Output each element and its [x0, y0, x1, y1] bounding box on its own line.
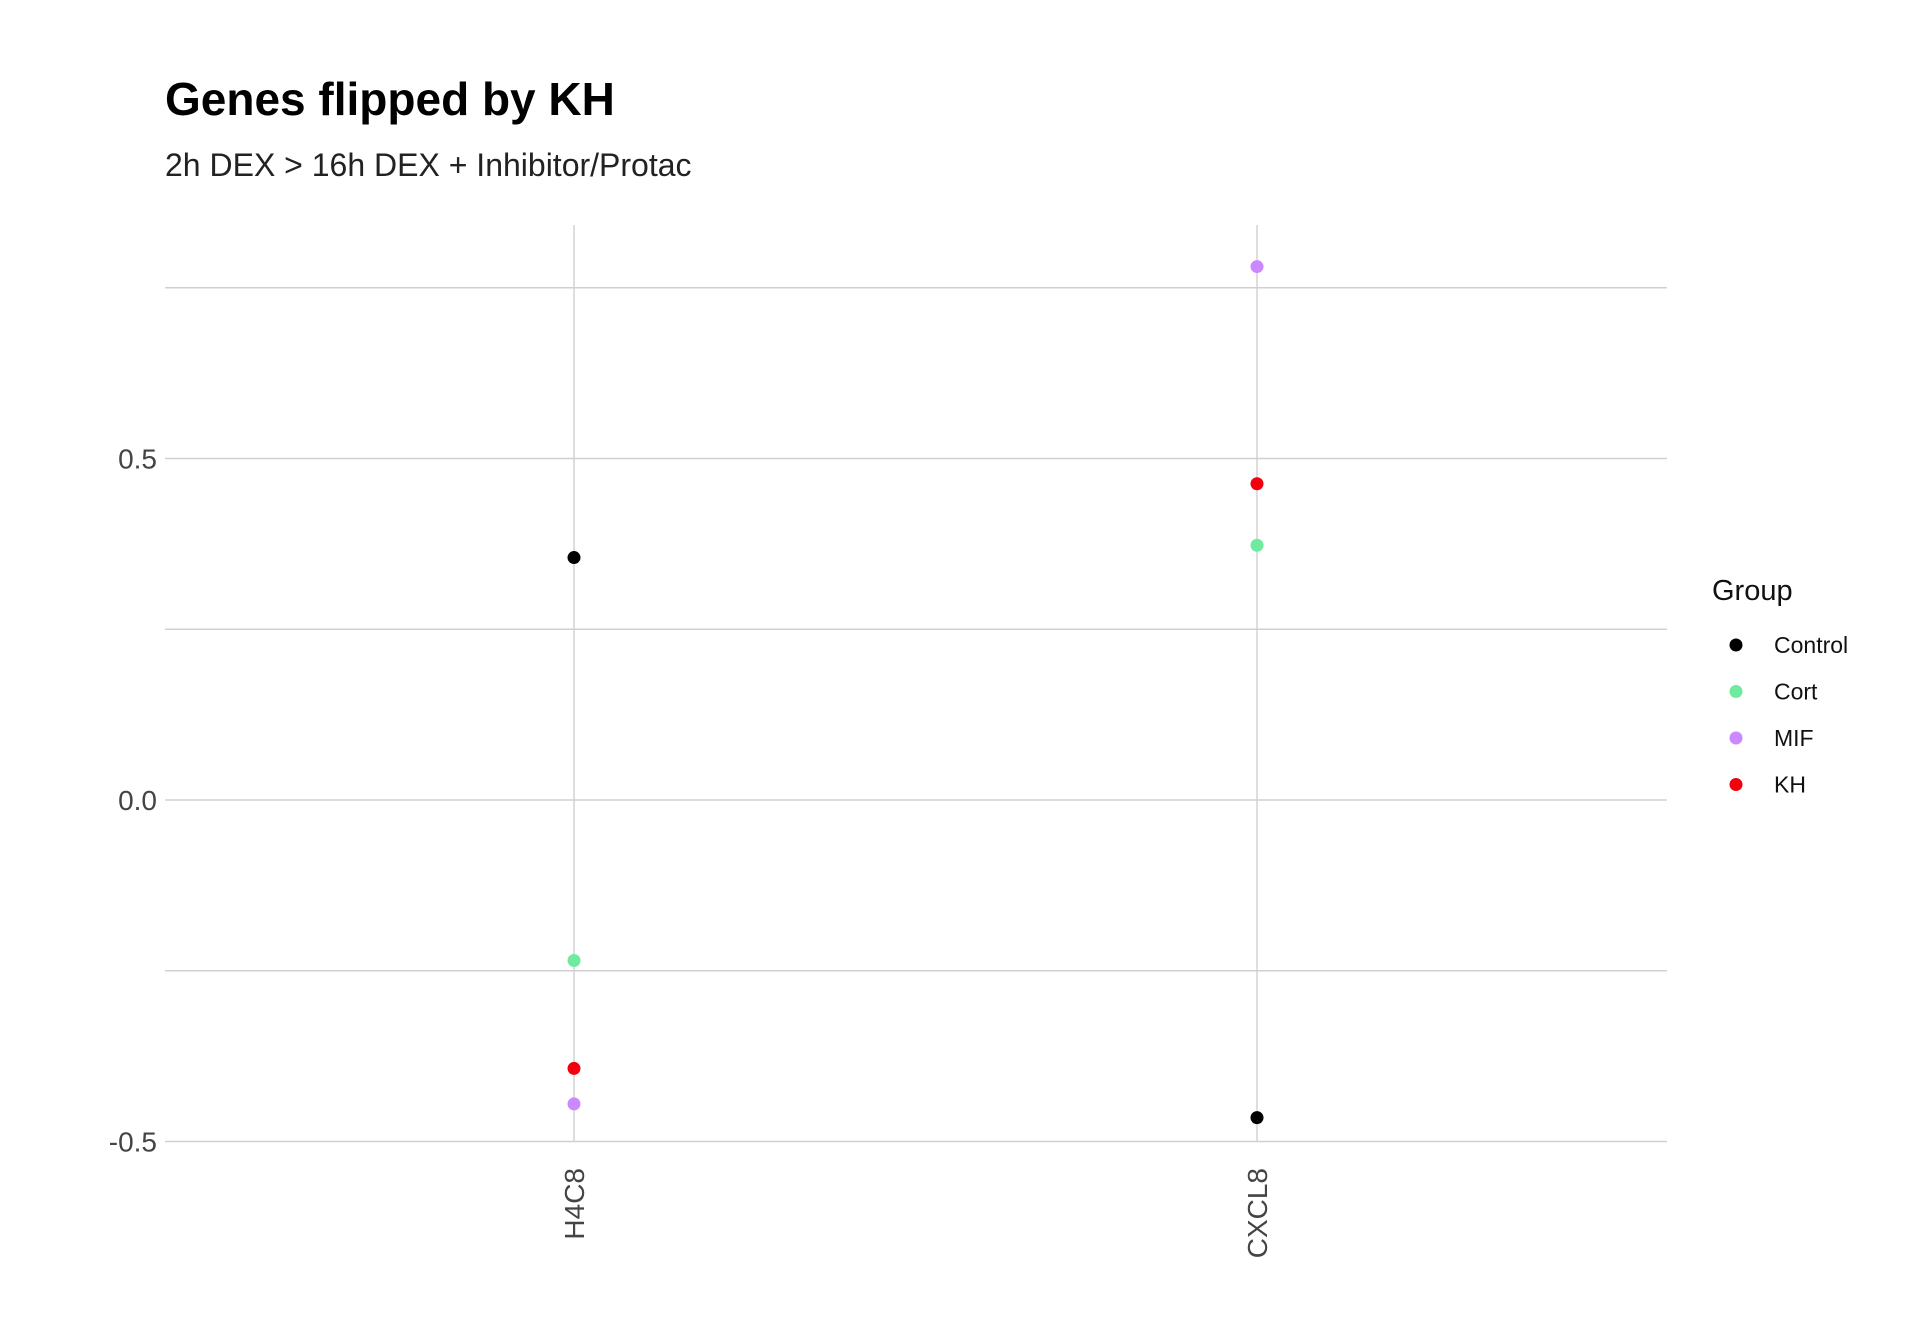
point-kh-h4c8	[567, 1061, 581, 1075]
legend: Group Control Cort MIF KH	[1712, 575, 1848, 798]
point-mif-cxcl8	[1250, 260, 1264, 274]
legend-label-cort: Cort	[1774, 679, 1818, 705]
legend-title: Group	[1712, 575, 1793, 607]
grid	[165, 225, 1667, 1143]
legend-label-control: Control	[1774, 632, 1848, 658]
point-control-h4c8	[567, 551, 581, 565]
y-tick-label: -0.5	[109, 1127, 157, 1158]
y-axis-ticks: 0.5 0.0 -0.5	[109, 444, 157, 1158]
legend-key-kh	[1729, 778, 1743, 791]
point-control-cxcl8	[1250, 1111, 1264, 1125]
x-axis-ticks: H4C8 CXCL8	[559, 1168, 1273, 1258]
chart-subtitle: 2h DEX > 16h DEX + Inhibitor/Protac	[165, 147, 692, 183]
legend-key-cort	[1729, 685, 1743, 698]
point-cort-cxcl8	[1250, 538, 1264, 552]
legend-key-mif	[1729, 731, 1743, 745]
point-kh-cxcl8	[1250, 477, 1264, 491]
chart-title: Genes flipped by KH	[165, 73, 615, 125]
x-tick-label: CXCL8	[1242, 1168, 1273, 1258]
point-cort-h4c8	[567, 954, 581, 968]
x-tick-label: H4C8	[559, 1168, 590, 1240]
legend-key-control	[1729, 638, 1743, 652]
y-tick-label: 0.0	[118, 785, 157, 816]
y-tick-label: 0.5	[118, 444, 157, 475]
point-mif-h4c8	[567, 1097, 581, 1111]
legend-label-kh: KH	[1774, 772, 1806, 798]
legend-label-mif: MIF	[1774, 725, 1814, 751]
data-points	[567, 260, 1264, 1125]
